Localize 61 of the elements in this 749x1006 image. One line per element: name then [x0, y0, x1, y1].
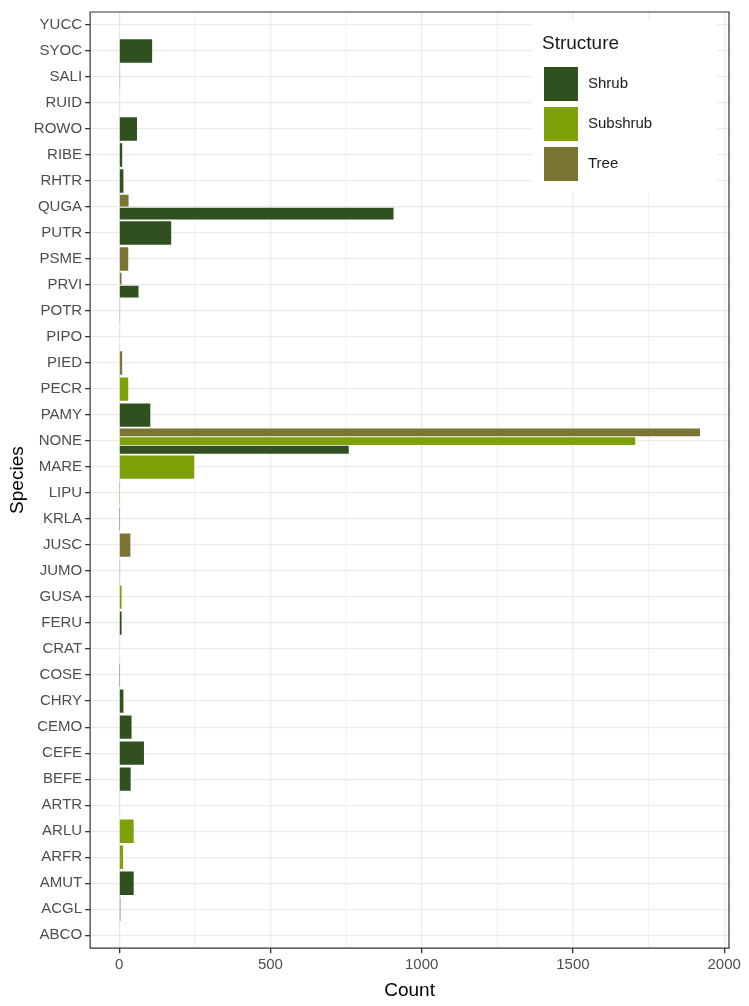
- y-tick-label: CRAT: [42, 639, 83, 657]
- y-tick-label: FERU: [41, 613, 83, 631]
- y-tick-label: JUSC: [42, 535, 83, 553]
- y-tick-label: PAMY: [40, 405, 83, 423]
- y-tick-label: CEMO: [37, 717, 83, 735]
- bar: [119, 39, 153, 63]
- y-tick-label: BEFE: [42, 769, 83, 787]
- y-tick-label: ARTR: [41, 795, 83, 813]
- bar: [119, 845, 124, 869]
- x-tick-label: 0: [114, 955, 124, 973]
- legend-title: Structure: [542, 32, 620, 54]
- x-axis-title: Count: [384, 978, 436, 1000]
- y-tick-label: AMUT: [39, 873, 83, 891]
- bar: [119, 871, 134, 895]
- y-tick-label: ACGL: [41, 899, 83, 917]
- y-tick-label: RUID: [45, 93, 83, 111]
- y-tick-label: PECR: [40, 379, 83, 397]
- y-tick-label: KRLA: [42, 509, 83, 527]
- bar: [119, 819, 134, 843]
- y-tick-label: JUMO: [39, 561, 83, 579]
- legend-label: Shrub: [588, 74, 629, 92]
- bar: [119, 247, 129, 271]
- y-axis-title: Species: [5, 446, 27, 514]
- y-tick-label: PSME: [39, 249, 83, 267]
- y-tick-label: YUCC: [39, 15, 83, 33]
- y-tick-label: MARE: [38, 457, 83, 475]
- legend-label: Subshrub: [588, 114, 653, 132]
- y-tick-label: GUSA: [39, 587, 83, 605]
- y-tick-label: RHTR: [40, 171, 83, 189]
- y-tick-label: QUGA: [37, 197, 83, 215]
- y-tick-label: NONE: [38, 431, 83, 449]
- y-tick-label: SALI: [49, 67, 83, 85]
- y-tick-label: ARLU: [42, 821, 83, 839]
- y-tick-label: CHRY: [39, 691, 83, 709]
- bar: [119, 403, 151, 427]
- y-tick-label: COSE: [39, 665, 83, 683]
- bar: [119, 221, 172, 245]
- y-tick-label: LIPU: [48, 483, 83, 501]
- x-tick-label: 1500: [556, 955, 590, 973]
- y-tick-label: RIBE: [47, 145, 83, 163]
- bar: [119, 455, 195, 479]
- bar: [119, 533, 131, 557]
- bar: [119, 377, 129, 401]
- y-tick-label: CEFE: [42, 743, 83, 761]
- y-tick-label: SYOC: [39, 41, 83, 59]
- bar: [119, 117, 138, 141]
- y-tick-label: ABCO: [39, 925, 83, 943]
- y-tick-label: POTR: [40, 301, 83, 319]
- y-tick-label: ROWO: [33, 119, 83, 137]
- y-tick-label: ARFR: [41, 847, 83, 865]
- y-tick-label: PIPO: [46, 327, 83, 345]
- x-tick-label: 2000: [707, 955, 741, 973]
- y-tick-label: PUTR: [41, 223, 83, 241]
- bar: [119, 741, 144, 765]
- y-tick-label: PRVI: [47, 275, 83, 293]
- bar: [119, 715, 132, 739]
- x-tick-label: 500: [257, 955, 283, 973]
- legend-label: Tree: [588, 154, 619, 172]
- y-tick-label: PIED: [47, 353, 83, 371]
- x-tick-label: 1000: [404, 955, 439, 973]
- bar: [119, 767, 131, 791]
